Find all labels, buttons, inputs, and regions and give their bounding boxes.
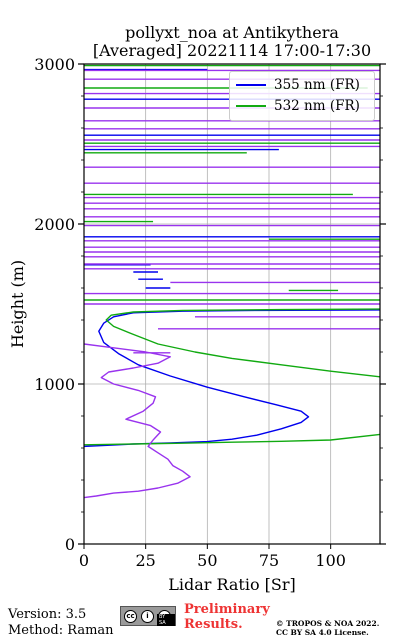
cc-badge-label: BY SA: [157, 614, 175, 626]
y-tick-label: 2000: [34, 215, 75, 234]
series-line-1: [84, 433, 380, 446]
legend-item-355: 355 nm (FR): [236, 76, 360, 94]
method-text: Method: Raman: [8, 623, 114, 638]
chart-title-line1: pollyxt_noa at Antikythera: [125, 23, 339, 42]
attribution-icon: i: [141, 610, 154, 623]
x-tick-label: 75: [259, 551, 279, 570]
y-tick-label: 0: [65, 535, 75, 554]
chart-title-line2: [Averaged] 20221114 17:00-17:30: [92, 41, 372, 60]
series-line-0: [84, 309, 380, 448]
y-tick-label: 1000: [34, 375, 75, 394]
data-layer: [84, 64, 380, 499]
cc-icon: cc: [124, 610, 137, 623]
copyright-line2: CC BY SA 4.0 License.: [276, 628, 369, 637]
x-tick-label: 100: [315, 551, 346, 570]
legend-swatch-355: [236, 84, 266, 86]
plot-frame: [83, 63, 381, 545]
series-line-3: [84, 343, 191, 499]
legend-label-355: 355 nm (FR): [274, 77, 360, 93]
x-tick-label: 25: [135, 551, 155, 570]
x-tick-label: 0: [79, 551, 89, 570]
preliminary-line2: Results.: [184, 617, 243, 632]
version-text: Version: 3.5: [8, 607, 87, 622]
legend-label-532: 532 nm (FR): [274, 98, 360, 114]
cc-license-badge: cc i s BY SA: [120, 606, 176, 626]
preliminary-line1: Preliminary: [184, 602, 270, 617]
legend: 355 nm (FR) 532 nm (FR): [229, 71, 375, 121]
series-line-2: [105, 308, 380, 378]
legend-swatch-532: [236, 105, 266, 107]
series-group: [84, 64, 380, 499]
legend-item-532: 532 nm (FR): [236, 97, 360, 115]
y-tick-label: 3000: [34, 55, 75, 74]
copyright-line1: © TROPOS & NOA 2022.: [276, 619, 380, 628]
y-axis-label: Height (m): [8, 260, 27, 348]
x-axis-label: Lidar Ratio [Sr]: [168, 575, 296, 594]
x-tick-label: 50: [197, 551, 217, 570]
